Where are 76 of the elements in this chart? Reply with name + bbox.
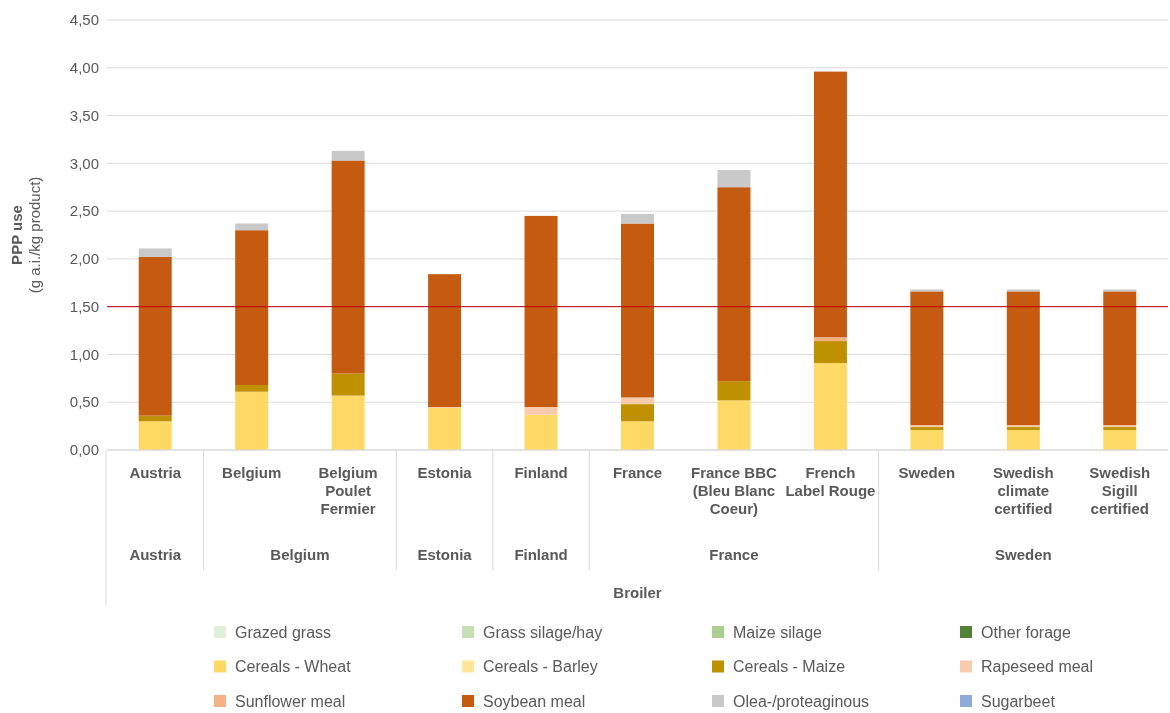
legend-label: Cereals - Maize bbox=[733, 658, 846, 676]
bar bbox=[524, 407, 558, 415]
y-tick-label: 4,50 bbox=[69, 11, 99, 29]
y-axis-title: PPP use (g a.i./kg product) bbox=[8, 176, 43, 294]
y-tick-label: 2,50 bbox=[69, 202, 99, 220]
bar bbox=[138, 248, 172, 257]
bar bbox=[235, 230, 269, 386]
bar bbox=[428, 274, 462, 407]
bar bbox=[621, 223, 654, 398]
x-tick-label: Finland bbox=[514, 464, 568, 481]
bar bbox=[621, 213, 654, 224]
bar bbox=[1103, 429, 1137, 450]
legend-label: Soybean meal bbox=[483, 692, 586, 710]
x-tick-label: Austria bbox=[129, 464, 182, 481]
x-tick-label: Sweden bbox=[898, 464, 956, 481]
x-tick-label: France BBC (Bleu Blanc Coeur) bbox=[691, 464, 778, 517]
bar bbox=[813, 71, 847, 338]
bar bbox=[910, 429, 944, 450]
x-tick-label: Estonia bbox=[417, 464, 473, 481]
text: Belgium bbox=[270, 546, 330, 563]
y-tick-label: 3,00 bbox=[69, 154, 99, 172]
text: Estonia bbox=[417, 546, 473, 563]
bar bbox=[717, 187, 751, 382]
text: Austria bbox=[129, 546, 182, 563]
bar bbox=[813, 341, 847, 364]
bar bbox=[235, 391, 269, 450]
legend-label: Cereals - Barley bbox=[483, 658, 598, 676]
bar bbox=[235, 385, 269, 392]
bar bbox=[621, 404, 654, 422]
y-tick-label: 0,50 bbox=[69, 393, 99, 411]
bar bbox=[813, 337, 847, 342]
y-tick-label: 2,00 bbox=[69, 250, 99, 268]
bar bbox=[717, 400, 751, 450]
legend-label: Maize silage bbox=[733, 623, 823, 641]
x-tick-label: Belgium bbox=[222, 464, 282, 481]
text: Broiler bbox=[613, 584, 662, 601]
legend-label: Grazed grass bbox=[235, 623, 332, 641]
y-tick-label: 0,00 bbox=[69, 441, 99, 459]
text: Sweden bbox=[994, 546, 1052, 563]
bar bbox=[621, 397, 654, 405]
y-tick-label: 1,00 bbox=[69, 345, 99, 363]
text: France bbox=[709, 546, 759, 563]
legend-label: Sugarbeet bbox=[981, 692, 1056, 710]
legend-label: Grass silage/hay bbox=[483, 623, 603, 641]
legend-label: Olea-/proteaginous bbox=[733, 692, 870, 710]
y-tick-label: 3,50 bbox=[69, 106, 99, 124]
x-tick-label: French Label Rouge bbox=[785, 464, 876, 499]
bar bbox=[717, 381, 751, 401]
bar bbox=[331, 395, 365, 450]
x-tick-label: Belgium Poulet Fermier bbox=[318, 464, 378, 517]
x-tick-label: Swedish climate certified bbox=[992, 464, 1054, 517]
bar bbox=[331, 373, 365, 396]
bar bbox=[331, 150, 365, 161]
legend-label: Rapeseed meal bbox=[981, 658, 1094, 676]
bar bbox=[621, 421, 654, 450]
bar bbox=[428, 407, 462, 450]
legend-label: Cereals - Wheat bbox=[235, 658, 352, 676]
bar bbox=[235, 223, 269, 231]
text: Finland bbox=[514, 546, 568, 563]
x-tick-label: Swedish Sigill certified bbox=[1089, 464, 1151, 517]
legend-label: Other forage bbox=[981, 623, 1071, 641]
y-tick-label: 4,00 bbox=[69, 59, 99, 77]
bar bbox=[813, 363, 847, 450]
bar bbox=[524, 215, 558, 407]
bar bbox=[138, 421, 172, 450]
legend-label: Sunflower meal bbox=[235, 692, 346, 710]
bar bbox=[524, 414, 558, 450]
bar bbox=[331, 160, 365, 374]
bar bbox=[138, 256, 172, 416]
bar bbox=[910, 291, 944, 426]
bar bbox=[717, 170, 751, 188]
y-tick-label: 1,50 bbox=[69, 297, 99, 315]
bar bbox=[1103, 291, 1137, 426]
x-tick-label: France bbox=[612, 464, 663, 481]
bar bbox=[1006, 291, 1040, 426]
bar bbox=[1006, 429, 1040, 450]
